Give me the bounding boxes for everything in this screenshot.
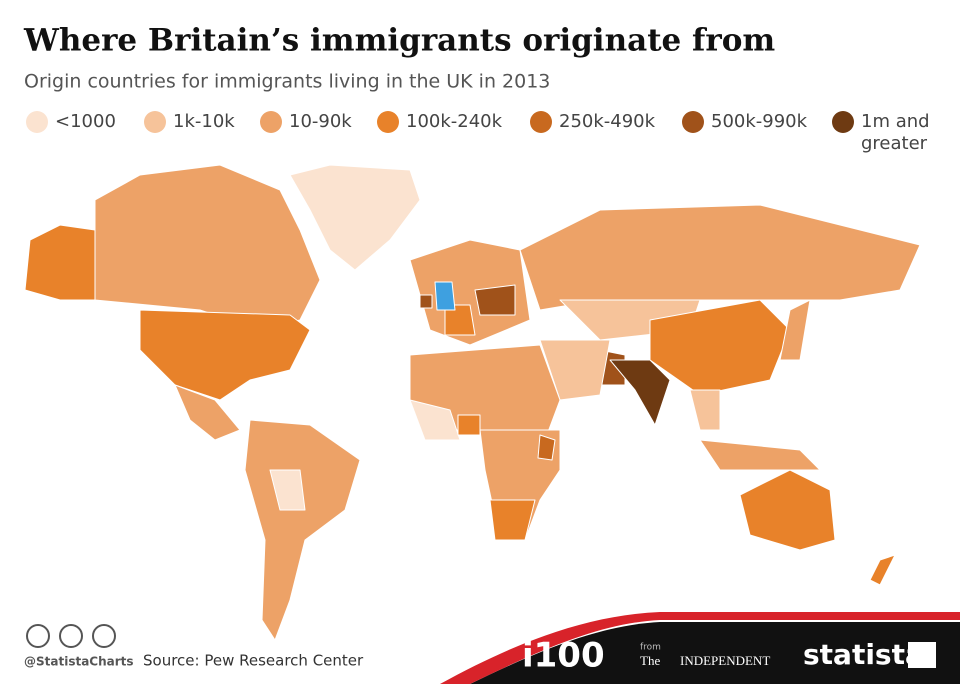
brand-i100: i100 bbox=[522, 636, 605, 676]
country bbox=[609, 359, 671, 426]
cc-icons bbox=[26, 624, 116, 648]
handle: @StatistaCharts bbox=[24, 655, 134, 669]
country bbox=[869, 554, 896, 586]
country bbox=[537, 434, 556, 461]
statista-logo bbox=[908, 642, 936, 668]
country bbox=[269, 469, 306, 511]
country bbox=[444, 304, 476, 336]
legend-label: 500k-990k bbox=[711, 111, 808, 132]
legend-label: 250k-490k bbox=[559, 111, 656, 132]
country bbox=[174, 384, 241, 441]
legend-swatch bbox=[832, 111, 854, 133]
brand-statista: statista bbox=[803, 638, 924, 671]
legend-swatch bbox=[144, 111, 166, 133]
country bbox=[409, 239, 531, 346]
brand-the: The bbox=[640, 653, 660, 668]
legend-label: 1m and bbox=[861, 111, 930, 132]
footer-stripe bbox=[440, 612, 960, 684]
legend-swatch bbox=[682, 111, 704, 133]
legend-label: 1k-10k bbox=[173, 111, 235, 132]
legend-label: 100k-240k bbox=[406, 111, 503, 132]
country bbox=[689, 389, 721, 431]
country bbox=[24, 224, 96, 301]
brand-from: from bbox=[640, 643, 661, 653]
country bbox=[699, 439, 821, 471]
title: Where Britain’s immigrants originate fro… bbox=[23, 23, 775, 59]
legend-swatch bbox=[377, 111, 399, 133]
country bbox=[474, 284, 516, 316]
legend-label: 10-90k bbox=[289, 111, 352, 132]
country bbox=[244, 419, 361, 641]
legend-label: greater bbox=[861, 133, 928, 154]
country bbox=[489, 499, 536, 541]
country bbox=[419, 294, 433, 309]
country bbox=[139, 309, 311, 401]
country bbox=[289, 164, 421, 271]
world-map bbox=[24, 164, 921, 641]
source: Source: Pew Research Center bbox=[143, 652, 364, 670]
country bbox=[779, 299, 811, 361]
country bbox=[739, 469, 836, 551]
legend-swatch bbox=[26, 111, 48, 133]
footer-band bbox=[470, 622, 960, 684]
brand-independent: INDEPENDENT bbox=[680, 653, 770, 668]
subtitle: Origin countries for immigrants living i… bbox=[24, 71, 550, 93]
country bbox=[434, 281, 456, 311]
legend-swatch bbox=[260, 111, 282, 133]
country bbox=[94, 164, 321, 331]
country bbox=[539, 339, 611, 401]
country bbox=[409, 399, 461, 441]
legend-label: <1000 bbox=[55, 111, 116, 132]
country bbox=[519, 204, 921, 311]
country bbox=[457, 414, 481, 436]
legend-swatch bbox=[530, 111, 552, 133]
